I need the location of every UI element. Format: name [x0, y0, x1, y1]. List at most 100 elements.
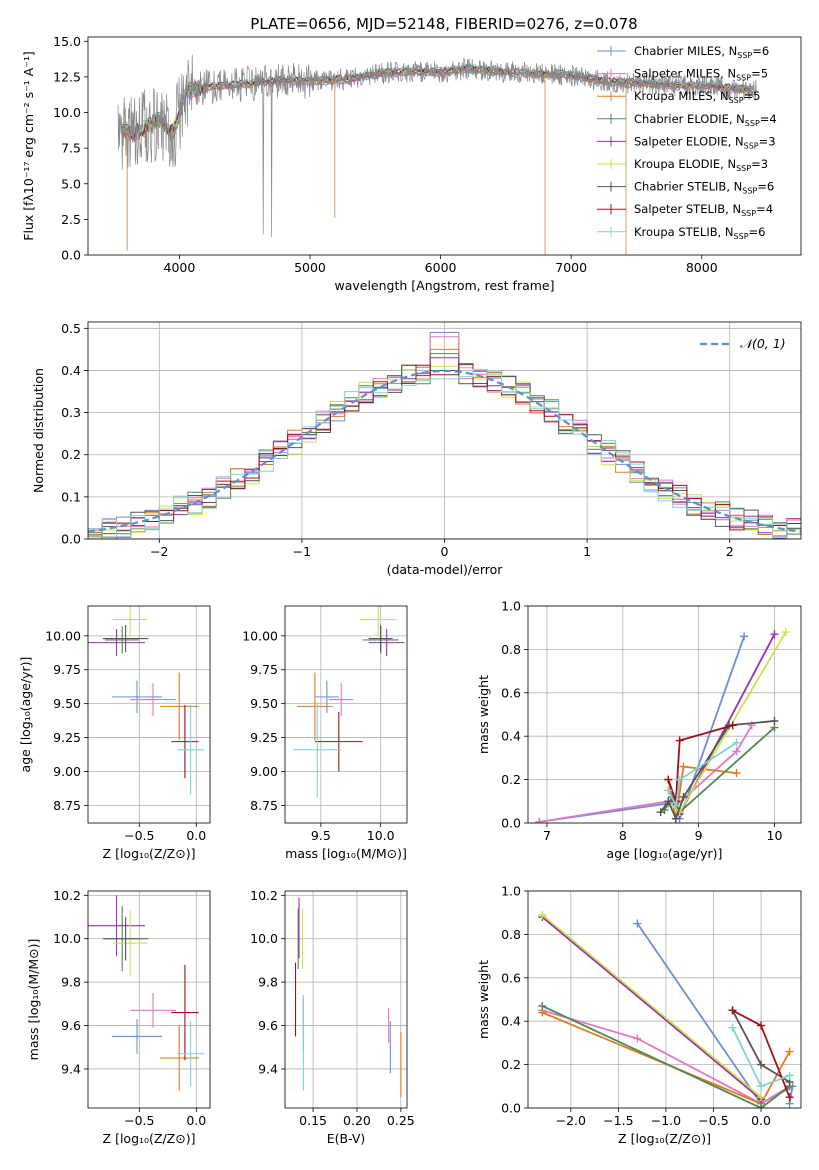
y-tick-label: 0.4 [61, 363, 81, 378]
axes-frame [284, 605, 408, 824]
y-axis-label: Normed distribution [31, 368, 46, 493]
x-tick-label: 0.15 [299, 1113, 327, 1128]
age-weight-panel: 7 8 9 10 0.0 0.2 0.4 0.6 0.8 1.0 age [log₁₀(age/yr… [476, 599, 802, 861]
weight-point-marker [675, 736, 684, 745]
y-axis-label: age [log₁₀(age/yr)] [18, 657, 33, 773]
weight-point-marker [664, 797, 673, 806]
x-tick-label: 8000 [686, 260, 718, 275]
x-tick-label: −1.0 [651, 1113, 681, 1128]
weight-series-line [671, 633, 776, 817]
x-tick-label: 0.0 [186, 828, 206, 843]
axes-frame [87, 890, 211, 1109]
histogram-series [88, 336, 801, 532]
weight-series-line [541, 916, 762, 1100]
legend-entry-suffix: =5 [751, 67, 768, 81]
y-tick-label: 9.25 [250, 730, 278, 745]
weight-point-marker [633, 919, 642, 928]
x-tick-label: −0.5 [698, 1113, 728, 1128]
x-tick-label: 1 [583, 544, 591, 559]
y-tick-label: 9.4 [258, 1061, 278, 1076]
histogram-series [88, 357, 801, 538]
axes-frame [87, 321, 802, 540]
y-tick-label: 0.2 [501, 772, 521, 787]
weight-point-marker [728, 1006, 737, 1015]
y-tick-label: 9.00 [53, 764, 81, 779]
y-tick-label: 9.25 [53, 730, 81, 745]
y-tick-label: 9.50 [250, 696, 278, 711]
weight-point-marker [785, 1071, 794, 1080]
ebv-mass-panel: 0.15 0.20 0.25 9.4 9.6 9.8 10.0 10.2 E(B-V) [250, 888, 415, 1146]
y-tick-label: 10.0 [53, 931, 81, 946]
y-tick-label: 0.2 [61, 447, 81, 462]
legend-entry-suffix: =3 [759, 134, 776, 148]
y-tick-label: 0.0 [501, 816, 521, 831]
legend-entry-label: Salpeter MILES, NSSP=5 [634, 67, 768, 83]
weight-series-line [541, 914, 762, 1098]
histogram-series [88, 368, 801, 539]
x-axis-label: age [log₁₀(age/yr)] [607, 846, 723, 861]
x-tick-label: 0.25 [387, 1113, 415, 1128]
axes-frame [87, 605, 211, 824]
x-tick-label: 2 [726, 544, 734, 559]
y-axis-label: mass [log₁₀(M/M⊙)] [26, 939, 41, 1061]
spectrum-panel: 4000 5000 6000 7000 8000 0.0 2.5 5.0 7.5 10.0 12.5… [21, 34, 802, 293]
weight-point-marker [679, 792, 688, 801]
legend-entry-label: Chabrier STELIB, NSSP=6 [634, 180, 774, 196]
x-tick-label: −2 [150, 544, 168, 559]
y-tick-label: 8.75 [250, 798, 278, 813]
y-tick-label: 10.2 [250, 888, 278, 903]
legend-entry-suffix: =6 [749, 225, 766, 239]
x-tick-label: 0.20 [343, 1113, 371, 1128]
y-tick-label: 10.00 [242, 628, 278, 643]
weight-point-marker [781, 628, 790, 637]
residuals-panel: −2 −1 0 1 2 0.0 0.1 0.2 0.3 0.4 0.5 (data-model)/er… [31, 321, 802, 577]
y-tick-label: 9.75 [53, 662, 81, 677]
legend-entry-label: Salpeter STELIB, NSSP=4 [634, 202, 773, 218]
y-tick-label: 7.5 [61, 141, 81, 156]
weight-point-marker [757, 1082, 766, 1091]
y-tick-label: 8.75 [53, 798, 81, 813]
x-axis-label: Z [log₁₀(Z/Z⊙)] [103, 1131, 196, 1146]
y-tick-label: 5.0 [61, 176, 81, 191]
y-tick-label: 9.4 [61, 1061, 81, 1076]
z-age-plot-area [88, 606, 205, 795]
age-weight-plot-area [535, 628, 790, 823]
y-tick-label: 0.4 [501, 1014, 521, 1029]
weight-point-marker [656, 808, 665, 817]
weight-point-marker [664, 775, 673, 784]
y-tick-label: 0.6 [501, 685, 521, 700]
legend-entry-label: Chabrier ELODIE, NSSP=4 [634, 112, 777, 128]
y-tick-label: 10.2 [53, 888, 81, 903]
y-tick-label: 2.5 [61, 212, 81, 227]
x-tick-label: −0.5 [124, 1113, 154, 1128]
y-tick-label: 15.0 [53, 34, 81, 49]
spectrum-plot-area [117, 54, 757, 255]
figure-title: PLATE=0656, MJD=52148, FIBERID=0276, z=0… [250, 15, 637, 33]
weight-point-marker [757, 1021, 766, 1030]
ebv-mass-plot-area [294, 897, 402, 1098]
legend-entry-suffix: =6 [757, 180, 774, 194]
weight-point-marker [732, 769, 741, 778]
histogram-series [88, 364, 801, 539]
legend-entry-subscript: SSP [741, 209, 756, 218]
legend-entry-label: Kroupa STELIB, NSSP=6 [634, 225, 765, 241]
y-tick-label: 0.8 [501, 927, 521, 942]
x-tick-label: 7 [543, 828, 551, 843]
weight-point-marker [538, 1002, 547, 1011]
y-tick-label: 9.8 [61, 975, 81, 990]
y-tick-label: 10.0 [250, 931, 278, 946]
x-tick-label: 9 [695, 828, 703, 843]
weight-series-line [539, 636, 745, 823]
x-tick-label: 6000 [425, 260, 457, 275]
legend-entry-suffix: =3 [751, 157, 768, 171]
y-tick-label: 1.0 [501, 884, 521, 899]
y-tick-label: 9.75 [250, 662, 278, 677]
y-tick-label: 9.6 [258, 1018, 278, 1033]
y-tick-label: 0.2 [501, 1057, 521, 1072]
normal-curve [88, 369, 801, 533]
weight-point-marker [757, 1060, 766, 1069]
weight-point-marker [728, 721, 737, 730]
z-age-panel: −0.5 0.0 8.75 9.00 9.25 9.50 9.75 10.00 Z [log₁₀… [18, 605, 211, 861]
legend-entry-subscript: SSP [744, 141, 759, 150]
